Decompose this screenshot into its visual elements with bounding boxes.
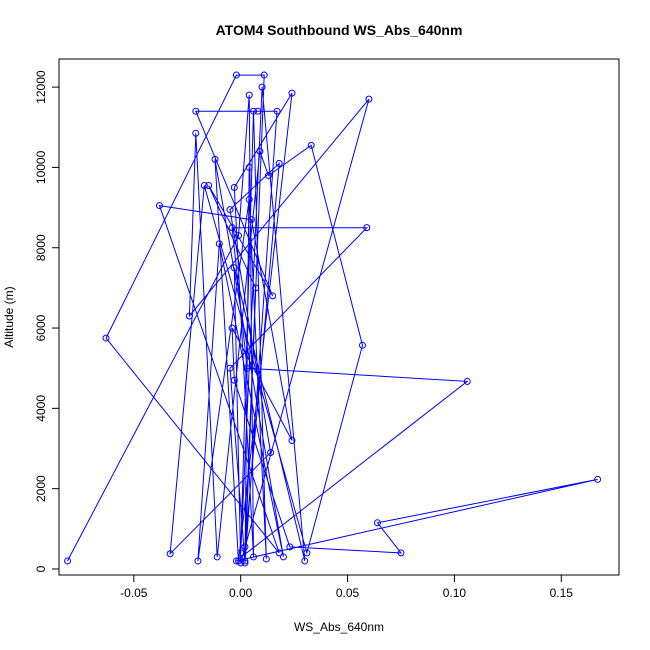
data-point [301,557,309,565]
x-tick-label: 0.15 [550,586,574,600]
data-point [213,553,221,561]
data-point [303,549,311,557]
data-point [288,436,296,444]
y-tick-label: 10000 [34,150,48,184]
series-line [67,74,598,564]
data-point [262,555,270,563]
data-point [166,550,174,558]
data-point [194,557,202,565]
data-point [243,364,251,372]
data-point [230,376,238,384]
data-point [273,107,281,115]
x-tick-label: 0.10 [443,586,467,600]
y-tick-label: 0 [34,565,48,572]
y-tick-label: 8000 [34,234,48,261]
data-point [258,83,266,91]
data-point [307,141,315,149]
data-point [463,377,471,385]
data-point [232,71,240,79]
data-point [359,341,367,349]
data-point [192,107,200,115]
data-point [260,71,268,79]
data-point [245,91,253,99]
data-point [245,196,253,204]
data-point [275,549,283,557]
data-point [264,171,272,179]
data-point [247,216,255,224]
data-point [235,232,243,240]
data-point [211,155,219,163]
data-point [241,557,249,565]
y-tick-label: 4000 [34,395,48,422]
data-point [252,284,260,292]
data-point [250,107,258,115]
data-point [286,543,294,551]
data-point [288,89,296,97]
data-point [373,519,381,527]
series-layer [64,71,602,567]
chart-title: ATOM4 Southbound WS_Abs_640nm [216,22,463,38]
data-point [245,163,253,171]
data-point [185,312,193,320]
x-tick-label: -0.05 [120,586,148,600]
data-point [215,240,223,248]
data-point [230,264,238,272]
x-tick-label: 0.00 [229,586,253,600]
data-point [64,557,72,565]
y-tick-label: 12000 [34,70,48,104]
data-point [237,559,245,567]
data-point [363,224,371,232]
data-point [269,292,277,300]
data-point [241,559,249,567]
data-point [397,549,405,557]
data-point [365,95,373,103]
data-point [228,224,236,232]
data-point [237,549,245,557]
y-tick-label: 6000 [34,314,48,341]
y-tick-label: 2000 [34,475,48,502]
data-point [275,159,283,167]
data-point [226,364,234,372]
data-point [200,181,208,189]
y-axis: 0 2000 4000 6000 8000 10000 12000 [34,70,60,572]
data-point [226,206,234,214]
data-point [205,181,213,189]
data-point [267,449,275,457]
data-point [256,147,264,155]
x-axis: -0.05 0.00 0.05 0.10 0.15 [120,574,574,600]
data-point [102,334,110,342]
data-point [594,475,602,483]
plot-frame [58,58,620,576]
data-point [192,129,200,137]
data-point [250,553,258,561]
data-point [232,557,240,565]
data-point [279,553,287,561]
y-axis-label: Altitude (m) [2,286,16,347]
x-tick-label: 0.05 [336,586,360,600]
data-point [254,107,262,115]
data-point [155,202,163,210]
data-point [241,543,249,551]
data-point [228,324,236,332]
x-axis-label: WS_Abs_640nm [294,620,384,634]
data-point [230,183,238,191]
